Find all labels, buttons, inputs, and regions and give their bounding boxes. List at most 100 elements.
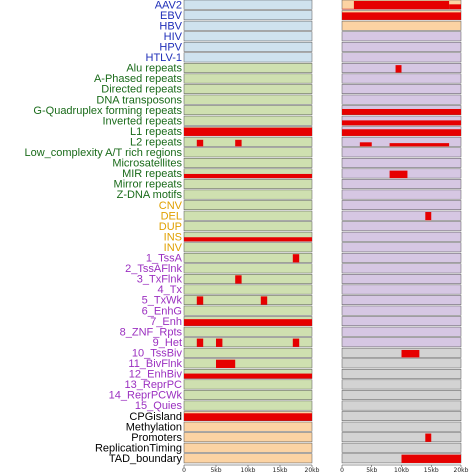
right-panel-7-enh	[341, 316, 462, 327]
track-label-cpgisland: CPGisland	[129, 411, 182, 423]
right-panel-z-dna-motifs	[341, 189, 462, 200]
left-panel-hpv	[183, 41, 313, 52]
track-label-microsatellites: Microsatellites	[112, 158, 182, 170]
track-row-hiv: HIV	[164, 31, 462, 43]
track-row-1-tssa: 1_TssA	[146, 252, 462, 265]
left-panel-15-quies	[183, 400, 313, 411]
right-panel-htlv-1	[341, 52, 462, 63]
left-panel-replicationtiming	[183, 442, 313, 453]
right-panel-9-het	[341, 337, 462, 348]
track-row-z-dna-motifs: Z-DNA motifs	[117, 189, 462, 201]
left-x-tick-label: 20kb	[305, 467, 320, 474]
track-row-hbv: HBV	[159, 20, 462, 32]
right-panel-del	[341, 210, 462, 221]
track-label-htlv-1: HTLV-1	[146, 52, 182, 64]
track-label-l2-repeats: L2 repeats	[130, 136, 182, 148]
right-panel-dup	[341, 221, 462, 232]
right-panel-5-txwk	[341, 295, 462, 305]
right-x-tick-label: 15kb	[424, 467, 439, 474]
left-panel-l2-repeats	[183, 136, 313, 147]
track-label-15-quies: 15_Quies	[135, 400, 183, 412]
track-label-dup: DUP	[159, 221, 182, 233]
track-row-mirror-repeats: Mirror repeats	[114, 179, 462, 191]
right-bar-aav2-2	[449, 4, 461, 10]
track-row-3-txflnk: 3_TxFlnk	[137, 274, 462, 286]
right-x-tick-label: 20kb	[454, 467, 469, 474]
left-bar-l2-repeats-1	[235, 139, 242, 147]
right-panel-3-txflnk	[341, 274, 462, 284]
track-label-dna-transposons: DNA transposons	[96, 94, 182, 106]
left-bar-cpgisland-0	[184, 413, 312, 421]
right-panel-4-tx	[341, 284, 462, 295]
right-panel-hiv	[341, 31, 462, 42]
track-row-tad-boundary: TAD_boundary	[109, 453, 462, 465]
track-row-l1-repeats: L1 repeats	[130, 126, 462, 138]
right-panel-low-complexity-a-t-rich-regions	[341, 147, 462, 158]
track-label-methylation: Methylation	[126, 421, 182, 433]
track-label-del: DEL	[161, 210, 182, 222]
track-row-7-enh: 7_Enh	[150, 316, 462, 328]
track-label-4-tx: 4_Tx	[158, 284, 183, 296]
left-panel-low-complexity-a-t-rich-regions	[183, 147, 313, 158]
right-panel-hbv	[341, 20, 462, 31]
track-row-del: DEL	[161, 210, 462, 222]
left-panel-9-het	[183, 337, 313, 348]
left-panel-inverted-repeats	[183, 115, 313, 126]
track-row-inv: INV	[164, 242, 462, 254]
track-row-cnv: CNV	[159, 200, 462, 212]
right-panel-mirror-repeats	[341, 179, 462, 189]
track-label-alu-repeats: Alu repeats	[126, 63, 182, 75]
left-panel-mirror-repeats	[183, 179, 313, 189]
track-row-8-znf-rpts: 8_ZNF_Rpts	[120, 326, 462, 338]
track-row-cpgisland: CPGisland	[129, 411, 462, 423]
left-bar-11-bivflnk-0	[216, 359, 236, 368]
right-bar-promoters-0	[425, 433, 432, 442]
track-row-g-quadruplex-forming-repeats: G-Quadruplex forming repeats	[33, 105, 462, 117]
right-panel-1-tssa	[341, 252, 462, 263]
track-row-directed-repeats: Directed repeats	[101, 84, 462, 96]
left-x-tick-label: 0	[182, 467, 186, 474]
track-label-7-enh: 7_Enh	[150, 316, 182, 328]
right-bar-aav2-0	[342, 8, 354, 10]
right-bar-alu-repeats-0	[395, 65, 402, 73]
left-panel-g-quadruplex-forming-repeats	[183, 105, 313, 116]
left-bar-mir-repeats-0	[184, 173, 312, 179]
track-label-cnv: CNV	[159, 200, 183, 212]
right-panel-ins	[341, 231, 462, 242]
left-panel-htlv-1	[183, 52, 313, 63]
track-label-aav2: AAV2	[155, 0, 182, 11]
left-panel-2-tssaflnk	[183, 263, 313, 274]
left-bar-ins-0	[184, 237, 312, 242]
track-row-dna-transposons: DNA transposons	[96, 94, 462, 106]
track-row-12-enhbiv: 12_EnhBiv	[129, 369, 462, 381]
track-label-5-txwk: 5_TxWk	[142, 295, 183, 307]
left-panel-tad-boundary	[183, 453, 313, 464]
track-label-1-tssa: 1_TssA	[146, 253, 183, 265]
right-panel-promoters	[341, 432, 462, 443]
left-panel-1-tssa	[183, 252, 313, 263]
left-bar-l2-repeats-0	[196, 139, 204, 147]
track-label-9-het: 9_Het	[153, 337, 182, 349]
track-row-5-txwk: 5_TxWk	[142, 295, 462, 307]
left-bar-9-het-0	[196, 338, 204, 347]
right-panel-methylation	[341, 421, 462, 432]
right-bar-g-quadruplex-forming-repeats-0	[342, 108, 461, 115]
left-panel-microsatellites	[183, 158, 313, 168]
left-panel-5-txwk	[183, 295, 313, 305]
right-panel-replicationtiming	[341, 442, 462, 453]
track-row-dup: DUP	[159, 221, 462, 233]
track-row-inverted-repeats: Inverted repeats	[103, 115, 462, 127]
right-bar-aav2-1	[353, 1, 450, 10]
track-row-l2-repeats: L2 repeats	[130, 136, 462, 148]
right-x-tick-label: 0	[340, 467, 344, 474]
track-row-microsatellites: Microsatellites	[112, 158, 462, 170]
left-panel-4-tx	[183, 284, 313, 295]
track-row-promoters: Promoters	[131, 432, 462, 444]
left-bar-1-tssa-0	[292, 254, 300, 263]
left-panel-del	[183, 210, 313, 221]
track-label-13-reprpc: 13_ReprPC	[125, 379, 183, 391]
track-label-14-reprpcwk: 14_ReprPCWk	[109, 390, 183, 402]
right-panel-inv	[341, 242, 462, 253]
track-row-ebv: EBV	[160, 10, 462, 22]
track-row-4-tx: 4_Tx	[158, 284, 462, 296]
